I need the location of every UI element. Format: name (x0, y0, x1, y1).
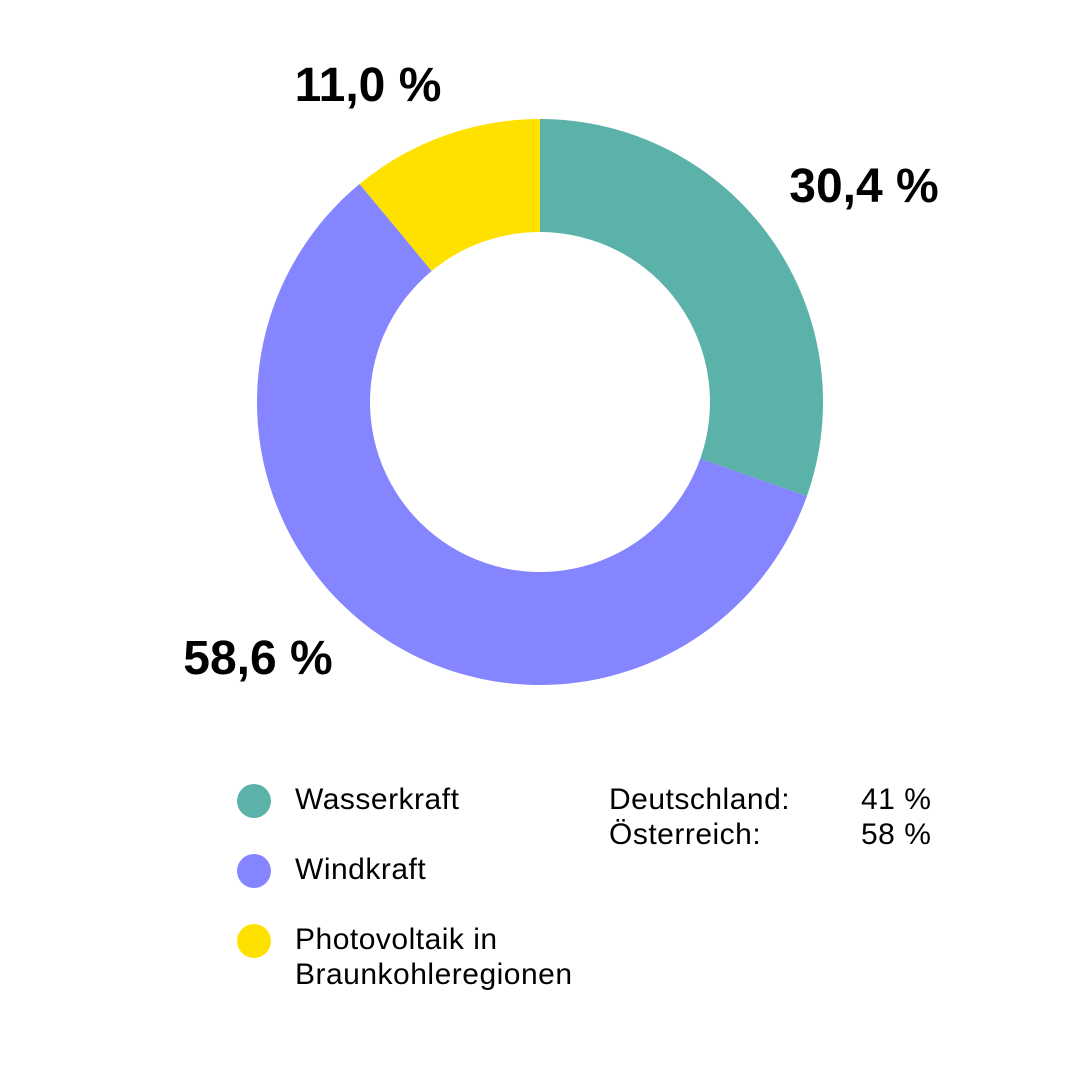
legend-label-windkraft: Windkraft (295, 853, 427, 886)
country-stats: Deutschland: 41 % Österreich: 58 % (609, 782, 931, 852)
donut-chart: 30,4 % 58,6 % 11,0 % (183, 59, 938, 685)
legend: Wasserkraft Windkraft Photovoltaik in Br… (237, 782, 573, 992)
donut-slice-photovoltaik (359, 119, 540, 272)
legend-swatch-photovoltaik (237, 924, 271, 958)
stat-value-oesterreich: 58 % (861, 818, 932, 851)
legend-label-photovoltaik-line2: Braunkohleregionen (295, 958, 573, 991)
stat-value-deutschland: 41 % (861, 783, 932, 816)
donut-slices (257, 119, 823, 685)
legend-label-photovoltaik-line1: Photovoltaik in (295, 923, 498, 956)
stat-row-deutschland: Deutschland: 41 % (609, 782, 931, 817)
legend-label-photovoltaik: Photovoltaik in Braunkohleregionen (295, 922, 573, 992)
donut-slice-wasserkraft (540, 119, 823, 497)
slice-label-photovoltaik: 11,0 % (295, 59, 442, 112)
stat-label-deutschland: Deutschland: (609, 783, 791, 816)
stat-label-oesterreich: Österreich: (609, 818, 762, 851)
slice-label-wasserkraft: 30,4 % (789, 160, 938, 213)
legend-swatch-wasserkraft (237, 784, 271, 818)
legend-label-wasserkraft: Wasserkraft (295, 783, 460, 816)
legend-item-windkraft: Windkraft (237, 852, 573, 888)
stat-row-oesterreich: Österreich: 58 % (609, 817, 931, 852)
legend-item-wasserkraft: Wasserkraft (237, 782, 573, 818)
slice-label-windkraft: 58,6 % (183, 632, 332, 685)
legend-swatch-windkraft (237, 854, 271, 888)
legend-item-photovoltaik: Photovoltaik in Braunkohleregionen (237, 922, 573, 992)
donut-slice-windkraft (257, 183, 807, 685)
